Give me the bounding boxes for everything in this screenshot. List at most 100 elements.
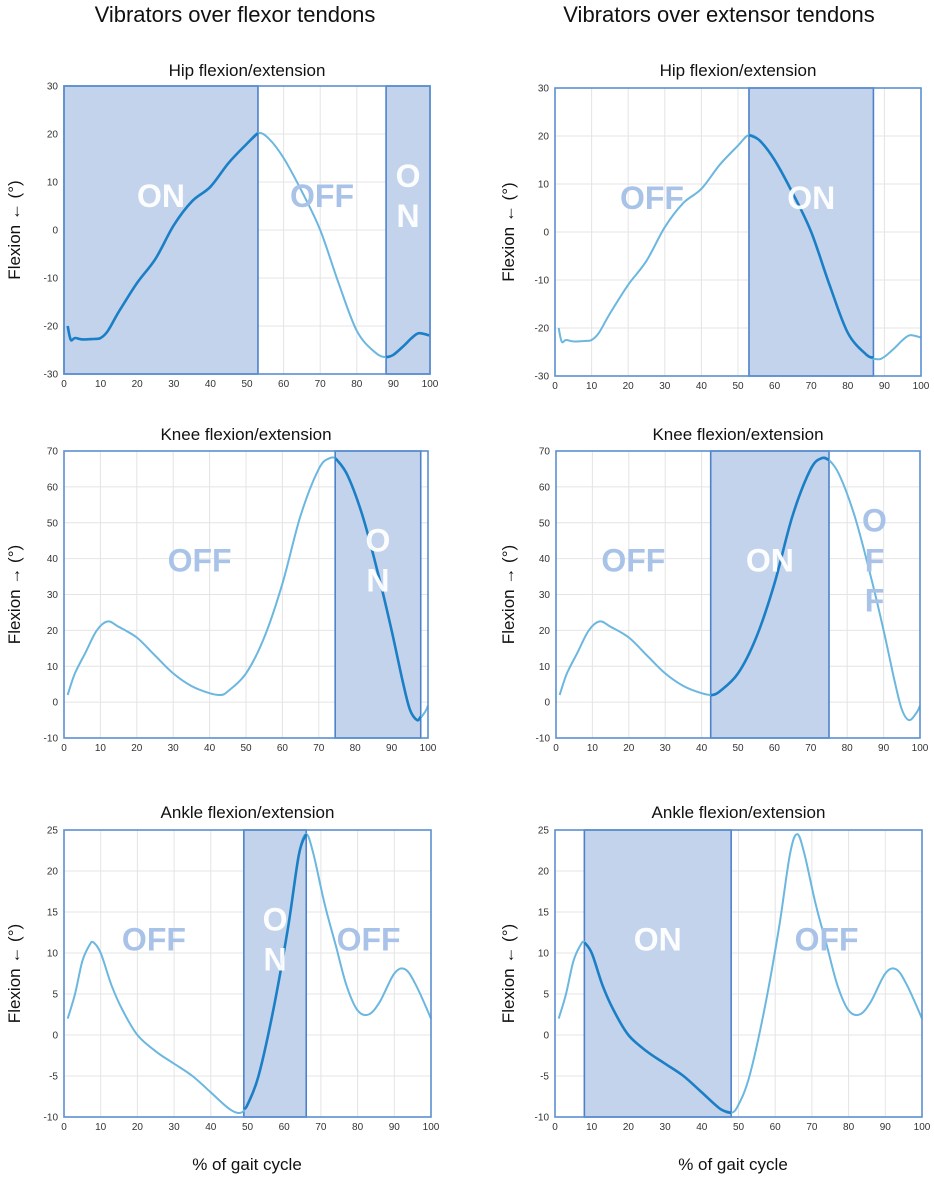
y-tick-label: 40 (539, 554, 551, 565)
y-tick-label: -10 (44, 1113, 59, 1124)
y-tick-label: -5 (540, 1072, 549, 1083)
on-region-band (583, 829, 732, 1118)
x-tick-label: 90 (879, 381, 891, 392)
x-tick-label: 80 (351, 379, 363, 390)
y-tick-label: 30 (539, 590, 551, 601)
x-tick-label: 90 (386, 743, 398, 754)
angle-curve-on-segment (583, 941, 732, 1115)
y-tick-label: -10 (536, 734, 551, 745)
x-tick-label: 0 (61, 379, 67, 390)
x-tick-label: 70 (313, 743, 325, 754)
y-tick-label: -20 (535, 324, 550, 335)
y-tick-label: 50 (539, 518, 551, 529)
x-tick-label: 40 (205, 379, 217, 390)
x-tick-label: 100 (914, 1122, 931, 1133)
y-tick-label: 20 (538, 132, 550, 143)
x-tick-label: 20 (132, 379, 144, 390)
x-tick-label: 40 (696, 1122, 708, 1133)
x-tick-label: 60 (279, 1122, 291, 1133)
x-tick-label: 10 (95, 743, 107, 754)
x-tick-label: 20 (132, 1122, 144, 1133)
x-tick-label: 10 (95, 379, 107, 390)
y-tick-label: 25 (47, 826, 59, 837)
panel-title: Hip flexion/extension (660, 61, 817, 80)
x-tick-label: 100 (422, 379, 439, 390)
x-tick-label: 60 (277, 743, 289, 754)
y-axis-label: Flexion ← (°) (5, 180, 24, 279)
y-tick-label: -30 (535, 372, 550, 383)
y-tick-label: 70 (47, 447, 59, 458)
x-tick-label: 30 (168, 379, 180, 390)
x-tick-label: 0 (553, 743, 559, 754)
x-tick-label: 80 (842, 381, 854, 392)
column-title-extensor: Vibrators over extensor tendons (563, 2, 874, 27)
y-tick-label: 15 (47, 908, 59, 919)
angle-curve-on-segment (66, 132, 259, 342)
y-tick-label: -10 (535, 1113, 550, 1124)
y-tick-label: 0 (543, 1031, 549, 1042)
angle-curve-on-segment (709, 456, 830, 697)
x-tick-label: 60 (770, 1122, 782, 1133)
y-tick-label: 30 (47, 82, 59, 93)
x-tick-label: 60 (278, 379, 290, 390)
x-tick-label: 50 (242, 1122, 254, 1133)
y-tick-label: 10 (47, 662, 59, 673)
x-tick-label: 70 (315, 379, 327, 390)
y-tick-label: -20 (44, 322, 59, 333)
y-tick-label: 20 (539, 626, 551, 637)
plot-frame (554, 87, 922, 377)
off-state-label: OFF (290, 178, 354, 214)
x-tick-label: 70 (805, 743, 817, 754)
column-title-flexor: Vibrators over flexor tendons (95, 2, 376, 27)
y-tick-label: 5 (52, 990, 58, 1001)
x-tick-label: 70 (806, 1122, 818, 1133)
x-tick-label: 40 (696, 743, 708, 754)
x-tick-label: 100 (912, 743, 929, 754)
x-tick-label: 90 (880, 1122, 892, 1133)
off-state-label: OFF (795, 922, 859, 958)
x-tick-label: 10 (586, 1122, 598, 1133)
on-state-label: ON (634, 922, 682, 958)
x-tick-label: 50 (733, 1122, 745, 1133)
x-tick-label: 80 (352, 1122, 364, 1133)
x-tick-label: 100 (423, 1122, 440, 1133)
y-tick-label: -10 (535, 276, 550, 287)
x-tick-label: 60 (769, 381, 781, 392)
plot-frame (555, 450, 921, 739)
x-tick-label: 30 (169, 1122, 181, 1133)
y-tick-label: 30 (47, 590, 59, 601)
x-tick-label: 20 (623, 1122, 635, 1133)
x-tick-label: 30 (659, 381, 671, 392)
angle-curve-on-segment (242, 833, 308, 1110)
x-tick-label: 40 (204, 743, 216, 754)
x-tick-label: 80 (842, 743, 854, 754)
y-tick-label: 0 (52, 698, 58, 709)
x-tick-label: 50 (732, 381, 744, 392)
panel-ankle-extensor: Ankle flexion/extension Flexion ← (°) 0 10 2… (499, 803, 931, 1133)
x-tick-label: 90 (389, 1122, 401, 1133)
x-tick-label: 10 (587, 743, 599, 754)
off-state-label: OFF (601, 543, 665, 579)
panel-title: Ankle flexion/extension (161, 803, 335, 822)
x-tick-label: 50 (240, 743, 252, 754)
x-tick-label: 10 (586, 381, 598, 392)
y-axis-label: Flexion → (°) (5, 545, 24, 644)
on-region-band (63, 85, 259, 375)
plot-frame (63, 85, 431, 375)
x-tick-label: 20 (623, 743, 635, 754)
x-tick-label: 0 (552, 1122, 558, 1133)
y-tick-label: 25 (538, 826, 550, 837)
y-tick-label: 5 (543, 990, 549, 1001)
off-state-label: OFF (168, 543, 232, 579)
x-tick-label: 20 (131, 743, 143, 754)
on-state-label: ON (787, 180, 835, 216)
x-tick-label: 20 (623, 381, 635, 392)
angle-curve (557, 133, 922, 361)
x-axis-label-left: % of gait cycle (192, 1155, 302, 1174)
angle-curve-on-segment (333, 457, 422, 722)
y-tick-label: 20 (538, 867, 550, 878)
panel-title: Knee flexion/extension (160, 425, 331, 444)
y-tick-label: 0 (52, 226, 58, 237)
x-tick-label: 40 (696, 381, 708, 392)
